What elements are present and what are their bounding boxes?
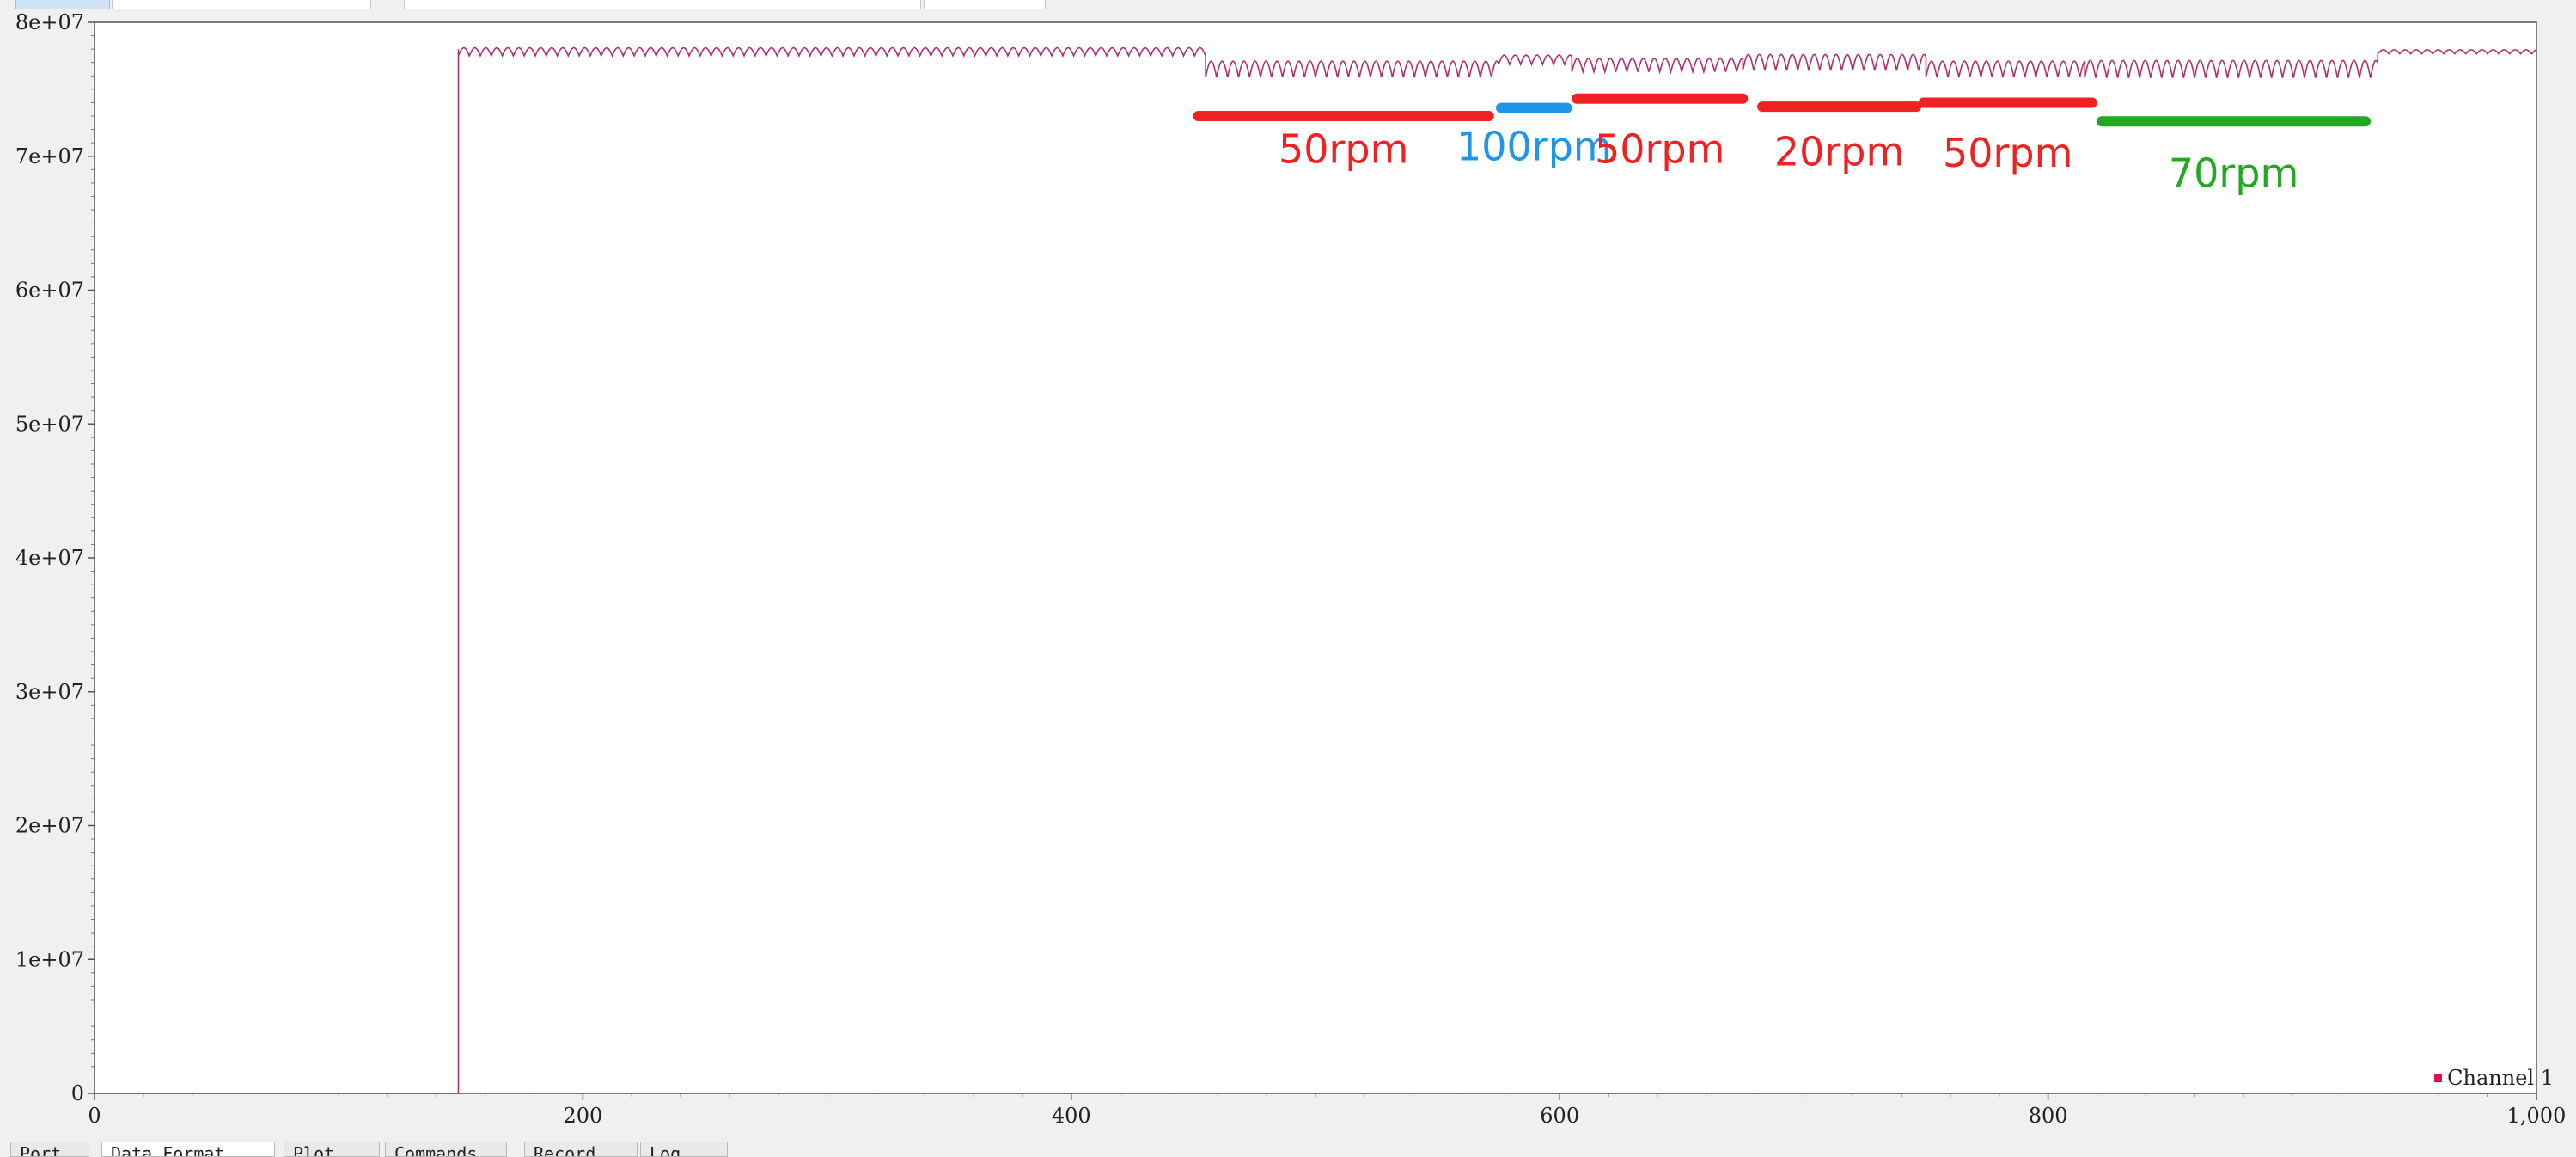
annotation-label: 70rpm (2169, 150, 2298, 197)
annotation-label: 50rpm (1943, 130, 2072, 176)
toolbar-button[interactable] (924, 0, 1046, 9)
toolbar-button[interactable] (15, 0, 110, 9)
series-channel-1 (95, 46, 2537, 1094)
annotation-label: 50rpm (1279, 126, 1408, 173)
annotation-label: 20rpm (1774, 129, 1904, 175)
line-chart: 0 1e+07 2e+07 3e+07 4e+07 5e+07 6e+07 7e+07 8e+0… (15, 10, 2567, 1128)
legend-label: Channel 1 (2447, 1066, 2554, 1090)
tab-data-format[interactable]: Data Format (101, 1142, 275, 1157)
y-tick-label: 6e+07 (15, 279, 84, 303)
toolbar-input[interactable] (404, 0, 921, 9)
x-tick-label: 400 (1052, 1104, 1091, 1128)
y-tick-label: 0 (71, 1081, 84, 1105)
plot-area: 0 1e+07 2e+07 3e+07 4e+07 5e+07 6e+07 7e+07 8e+0… (0, 10, 2576, 1143)
legend: Channel 1 (2434, 1066, 2554, 1090)
y-tick-label: 7e+07 (15, 144, 84, 168)
tab-record[interactable]: Record (524, 1142, 638, 1157)
tab-port[interactable]: Port (10, 1142, 89, 1157)
legend-swatch (2434, 1074, 2443, 1082)
tab-log[interactable]: Log (640, 1142, 728, 1157)
y-tick-label: 3e+07 (15, 680, 84, 704)
toolbar-button[interactable] (112, 0, 371, 9)
annotation-label: 100rpm (1456, 123, 1612, 169)
tab-plot[interactable]: Plot (284, 1142, 380, 1157)
x-tick-label: 800 (2029, 1104, 2068, 1128)
tab-commands[interactable]: Commands (385, 1142, 507, 1157)
x-tick-label: 0 (88, 1104, 101, 1128)
plot-background (94, 21, 2537, 1094)
x-tick-label: 200 (563, 1104, 602, 1128)
annotation-label: 50rpm (1595, 126, 1724, 173)
y-tick-label: 2e+07 (15, 814, 84, 838)
x-tick-label: 1,000 (2507, 1104, 2567, 1128)
y-tick-label: 8e+07 (15, 10, 84, 34)
y-tick-label: 4e+07 (15, 546, 84, 570)
x-tick-label: 600 (1540, 1104, 1579, 1128)
y-tick-label: 1e+07 (15, 947, 84, 971)
bottom-tab-bar: Port Data Format Plot Commands Record Lo… (0, 1142, 2576, 1157)
y-tick-label: 5e+07 (15, 412, 84, 436)
